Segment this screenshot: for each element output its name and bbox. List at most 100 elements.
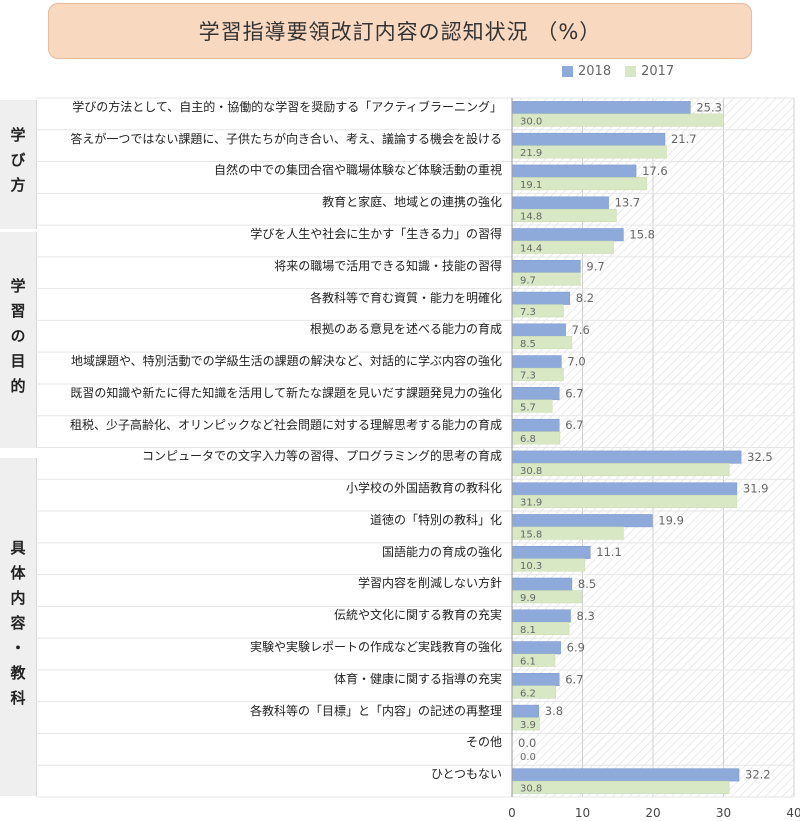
category-label: 地域課題や、特別活動での学級生活の課題の解決など、対話的に学ぶ内容の強化 <box>70 354 502 369</box>
bar-2018 <box>511 545 591 559</box>
data-label-2018: 21.7 <box>671 132 697 146</box>
bar-2018 <box>511 323 566 337</box>
category-label: 根拠のある意見を述べる能力の育成 <box>309 322 502 337</box>
category-label: 租税、少子高齢化、オリンピックなど社会問題に対する理解思考する能力の育成 <box>69 417 502 432</box>
data-label-2018: 9.7 <box>586 259 604 273</box>
bar-2018 <box>511 355 562 369</box>
data-label-2017: 30.8 <box>520 466 542 477</box>
category-label: 体育・健康に関する指導の充実 <box>333 671 502 686</box>
legend-swatch-2017 <box>625 66 637 77</box>
data-label-2017: 6.8 <box>520 434 536 445</box>
data-label-2017: 14.4 <box>520 243 542 254</box>
data-label-2018: 31.9 <box>743 482 769 496</box>
data-label-2017: 19.1 <box>520 180 542 191</box>
category-label: 各教科等の「目標」と「内容」の記述の再整理 <box>249 703 502 718</box>
data-label-2018: 0.0 <box>518 736 536 750</box>
group-label-mokuteki: 学習の目的 <box>8 277 27 403</box>
data-label-2018: 6.7 <box>565 418 583 432</box>
data-label-2017: 30.0 <box>520 116 542 127</box>
category-label: 既習の知識や新たに得た知識を活用して新たな課題を見いだす課題発見力の強化 <box>70 385 502 400</box>
legend-item-2018: 2018 <box>562 64 611 79</box>
category-label: 自然の中での集団合宿や職場体験など体験活動の重視 <box>213 163 502 178</box>
bar-2018 <box>511 196 609 210</box>
bar-2018 <box>511 641 561 655</box>
data-label-2017: 15.8 <box>520 529 542 540</box>
group-box-manabikata: 学び方 <box>0 100 37 229</box>
group-box-gutai: 具体内容・教科 <box>0 458 37 796</box>
data-label-2017: 8.1 <box>520 625 536 636</box>
data-label-2018: 6.7 <box>565 386 583 400</box>
bar-2018 <box>511 673 560 687</box>
data-label-2018: 7.0 <box>567 355 585 369</box>
data-label-2018: 7.6 <box>572 323 590 337</box>
category-label: 学習内容を削減しない方針 <box>357 576 502 591</box>
category-label: 将来の職場で活用できる知識・技能の習得 <box>274 258 502 273</box>
data-label-2018: 3.8 <box>545 704 563 718</box>
x-tick-label: 30 <box>716 806 731 820</box>
data-label-2017: 9.7 <box>520 275 536 286</box>
bar-2018 <box>511 609 571 623</box>
category-label: その他 <box>465 735 502 750</box>
group-box-mokuteki: 学習の目的 <box>0 232 37 448</box>
category-label: ひとつもない <box>430 767 502 782</box>
data-label-2018: 6.9 <box>567 641 585 655</box>
data-label-2017: 8.5 <box>520 339 536 350</box>
group-label-gutai: 具体内容・教科 <box>8 539 27 715</box>
bar-2018 <box>511 418 560 432</box>
x-tick-label: 20 <box>645 806 660 820</box>
category-label: 学びの方法として、自主的・協働的な学習を奨励する「アクティブラーニング」 <box>72 99 502 114</box>
bar-2018 <box>511 577 573 591</box>
group-label-manabikata: 学び方 <box>8 127 27 202</box>
category-label: 伝統や文化に関する教育の充実 <box>333 608 502 623</box>
bar-2017 <box>511 494 738 508</box>
data-label-2017: 31.9 <box>520 498 542 509</box>
data-label-2018: 8.3 <box>577 609 595 623</box>
data-label-2017: 6.2 <box>520 688 536 699</box>
legend-swatch-2018 <box>562 66 573 77</box>
bar-2017 <box>511 463 730 477</box>
category-label: コンピュータでの文字入力等の習得、プログラミング的思考の育成 <box>141 449 502 464</box>
bar-2017 <box>511 780 730 794</box>
bar-2018 <box>511 164 637 178</box>
legend-item-2017: 2017 <box>625 64 674 79</box>
category-label: 小学校の外国語教育の教科化 <box>345 481 502 496</box>
data-label-2017: 30.8 <box>520 784 542 795</box>
data-label-2018: 32.2 <box>745 768 771 782</box>
bar-2018 <box>511 132 666 146</box>
category-label: 実験や実験レポートの作成など実践教育の強化 <box>249 640 502 655</box>
data-label-2018: 19.9 <box>658 513 684 527</box>
bar-2018 <box>511 101 691 115</box>
bar-2018 <box>511 768 740 782</box>
data-label-2018: 13.7 <box>615 196 641 210</box>
data-label-2017: 14.8 <box>520 212 542 223</box>
bar-2018 <box>511 291 571 305</box>
bar-2018 <box>511 482 738 496</box>
data-label-2017: 5.7 <box>520 402 536 413</box>
x-tick-label: 40 <box>786 806 800 820</box>
data-label-2018: 15.8 <box>629 227 655 241</box>
data-label-2017: 9.9 <box>520 593 536 604</box>
category-label: 教育と家庭、地域との連携の強化 <box>322 195 502 210</box>
data-label-2018: 8.2 <box>576 291 594 305</box>
data-label-2018: 11.1 <box>596 545 622 559</box>
category-label: 答えが一つではない課題に、子供たちが向き合い、考え、議論する機会を設ける <box>70 131 502 146</box>
category-label: 道徳の「特別の教科」化 <box>369 512 502 527</box>
category-label: 各教科等で育む資質・能力を明確化 <box>309 290 502 305</box>
bar-2018 <box>511 514 653 528</box>
data-label-2017: 0.0 <box>520 752 536 763</box>
data-label-2017: 10.3 <box>520 561 542 572</box>
data-label-2017: 21.9 <box>520 148 542 159</box>
legend-label-2018: 2018 <box>578 64 612 79</box>
bar-2017 <box>511 113 724 127</box>
data-label-2018: 32.5 <box>747 450 773 464</box>
x-tick-label: 0 <box>508 806 516 820</box>
legend: 2018 2017 <box>562 64 674 79</box>
category-label: 国語能力の育成の強化 <box>381 544 502 559</box>
data-label-2018: 6.7 <box>565 672 583 686</box>
bar-2018 <box>511 387 560 401</box>
legend-label-2017: 2017 <box>641 64 675 79</box>
bar-2018 <box>511 260 581 273</box>
category-label: 学びを人生や社会に生かす「生きる力」の習得 <box>250 226 502 241</box>
bar-2018 <box>511 228 624 242</box>
